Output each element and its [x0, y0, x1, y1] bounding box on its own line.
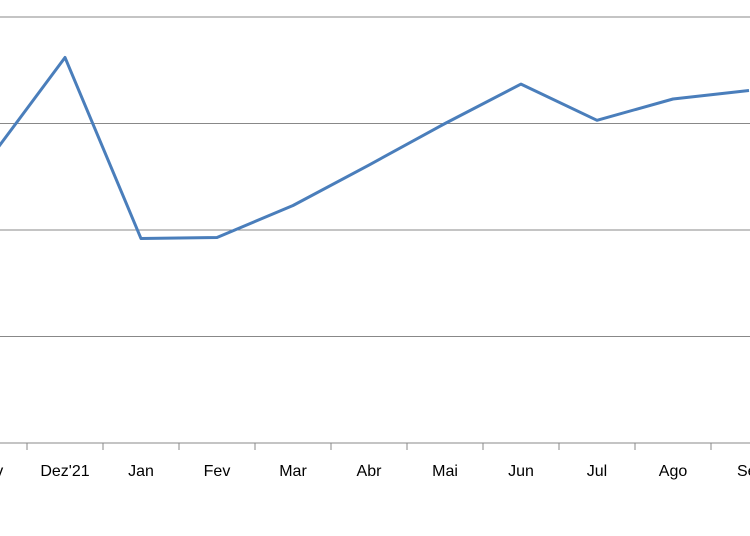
x-tick-label: Nov	[0, 463, 3, 480]
x-tick-label: Abr	[357, 463, 383, 480]
x-tick-label: Jan	[128, 463, 154, 480]
data-line	[0, 55, 750, 241]
x-tick-label: Mai	[432, 463, 458, 480]
x-tick-label: Jun	[508, 463, 534, 480]
x-tick-label: Set	[737, 463, 750, 480]
x-tick-label: Fev	[204, 463, 231, 480]
x-tick-label: Dez'21	[40, 463, 89, 480]
x-tick-label: Jul	[587, 463, 607, 480]
x-tick-label: Mar	[279, 463, 307, 480]
x-tick-label: Ago	[659, 463, 688, 480]
